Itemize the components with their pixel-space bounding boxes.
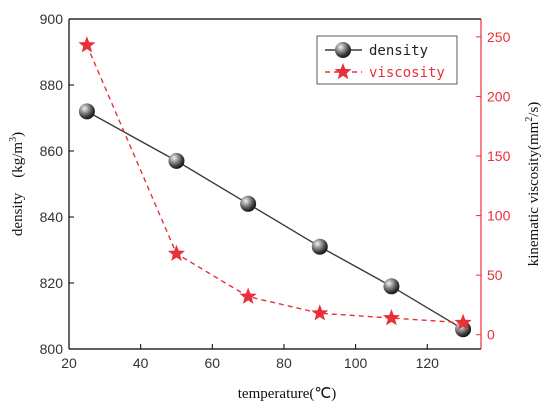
series-lines xyxy=(86,44,464,330)
y-left-tick-label: 820 xyxy=(40,275,64,291)
y-right-tick-label: 200 xyxy=(487,88,511,104)
y-axis-left-title: density (kg/m3) xyxy=(8,132,26,236)
data-point-viscosity xyxy=(454,313,472,331)
x-tick-label: 60 xyxy=(205,355,221,371)
y-left-tick-label: 880 xyxy=(40,77,64,93)
legend-label-viscosity: viscosity xyxy=(369,65,445,81)
y-right-tick-label: 100 xyxy=(487,208,511,224)
plot-area xyxy=(78,36,472,338)
y-axis-right-title: kinematic viscosity(mm2/s) xyxy=(524,102,542,267)
y-right-ticks: 0 50 100 150 200 250 xyxy=(476,29,511,343)
y-left-tick-label: 900 xyxy=(40,11,64,27)
data-point-viscosity xyxy=(382,309,400,326)
series-line-density xyxy=(86,110,464,330)
data-point-viscosity xyxy=(78,36,96,53)
x-tick-label: 120 xyxy=(416,355,440,371)
y-left-ticks: 800 820 840 860 880 900 xyxy=(40,11,74,357)
y-left-tick-label: 840 xyxy=(40,209,64,225)
y-right-tick-label: 250 xyxy=(487,29,511,45)
data-point-viscosity xyxy=(167,244,186,261)
series-line-viscosity xyxy=(86,44,464,324)
legend-marker-viscosity xyxy=(334,63,352,80)
y-right-tick-label: 50 xyxy=(487,267,503,283)
series-markers xyxy=(78,36,472,338)
data-point-density xyxy=(383,278,400,295)
x-ticks: 20 40 60 80 100 120 xyxy=(61,344,439,371)
y-left-tick-label: 860 xyxy=(40,143,64,159)
data-point-viscosity xyxy=(311,304,329,321)
data-point-density xyxy=(455,321,472,338)
data-point-density xyxy=(78,103,95,120)
x-tick-label: 80 xyxy=(276,355,292,371)
data-point-density xyxy=(168,152,185,169)
data-point-density xyxy=(311,238,328,255)
data-point-viscosity xyxy=(239,287,257,304)
legend-marker-density xyxy=(335,42,351,58)
x-tick-label: 20 xyxy=(61,355,77,371)
y-right-tick-label: 0 xyxy=(487,327,495,343)
x-axis-title: temperature(℃) xyxy=(238,386,336,402)
x-tick-label: 100 xyxy=(344,355,368,371)
y-right-tick-label: 150 xyxy=(487,148,511,164)
legend: density viscosity xyxy=(316,35,458,85)
y-left-tick-label: 800 xyxy=(40,341,64,357)
x-tick-label: 40 xyxy=(133,355,149,371)
data-point-density xyxy=(240,195,257,212)
legend-label-density: density xyxy=(369,43,428,59)
